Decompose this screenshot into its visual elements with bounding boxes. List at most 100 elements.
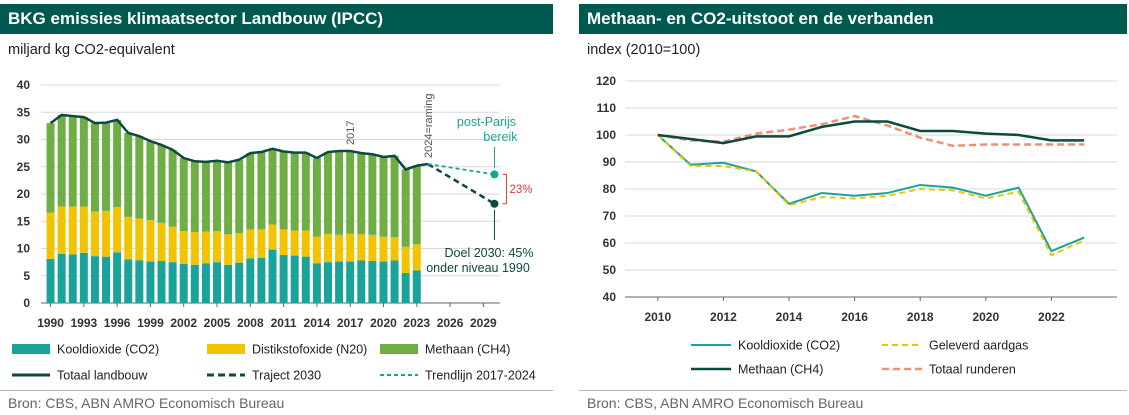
x-tick-label: 2014 <box>304 316 331 330</box>
annotation-bereik: bereik <box>483 130 518 144</box>
annotation-goal-line1: Doel 2030: 45% <box>445 246 534 260</box>
bar-ch4 <box>235 159 244 234</box>
bar-n2o <box>390 237 399 261</box>
bar-n2o <box>335 234 344 262</box>
bar-n2o <box>290 230 299 256</box>
x-tick-label: 1996 <box>104 316 131 330</box>
x-tick-label: 2002 <box>170 316 197 330</box>
bar-n2o <box>268 224 277 250</box>
bar-co2 <box>412 270 421 303</box>
bar-n2o <box>213 231 222 263</box>
bar-n2o <box>412 244 421 271</box>
bar-n2o <box>257 229 266 258</box>
legend-swatch <box>12 344 50 354</box>
annotation-goal-line2: onder niveau 1990 <box>426 261 530 275</box>
bar-co2 <box>213 262 222 303</box>
bar-co2 <box>113 252 122 303</box>
series-line-traject-2030 <box>427 162 496 205</box>
bar-n2o <box>357 234 366 261</box>
bar-ch4 <box>412 165 421 245</box>
bar-ch4 <box>168 149 177 227</box>
legend-label: Totaal runderen <box>929 363 1016 377</box>
bar-n2o <box>146 220 155 262</box>
y-tick-label: 30 <box>17 133 31 147</box>
bar-ch4 <box>146 141 155 221</box>
bar-co2 <box>401 273 410 303</box>
x-tick-label: 2008 <box>237 316 264 330</box>
series-line-kooldioxide <box>657 134 1085 253</box>
y-tick-label: 70 <box>603 209 617 223</box>
y-tick-label: 20 <box>17 187 31 201</box>
x-tick-label: 2014 <box>776 310 803 324</box>
x-tick-label: 2011 <box>271 316 297 330</box>
right-chart-title: Methaan- en CO2-uitstoot en de verbanden <box>579 4 1127 34</box>
left-chart-source: Bron: CBS, ABN AMRO Economisch Bureau <box>8 395 285 411</box>
bar-co2 <box>124 259 133 303</box>
bar-ch4 <box>346 150 355 234</box>
bar-co2 <box>390 260 399 303</box>
legend-label: Traject 2030 <box>252 369 321 383</box>
bar-co2 <box>190 264 199 303</box>
x-tick-label: 2029 <box>470 316 497 330</box>
bar-ch4 <box>157 144 166 223</box>
bar-co2 <box>235 262 244 303</box>
bar-co2 <box>146 261 155 303</box>
bar-co2 <box>379 261 388 303</box>
bar-ch4 <box>323 152 332 234</box>
legend-swatch <box>380 344 418 354</box>
bar-co2 <box>257 257 266 303</box>
bar-n2o <box>379 236 388 262</box>
bar-co2 <box>301 256 310 303</box>
bar-n2o <box>157 222 166 262</box>
bar-ch4 <box>401 169 410 247</box>
legend-label: Methaan (CH4) <box>738 363 823 377</box>
bar-n2o <box>57 206 66 254</box>
left-chart-unit: miljard kg CO2-equivalent <box>8 42 175 58</box>
y-tick-label: 100 <box>596 128 616 142</box>
x-tick-label: 2012 <box>710 310 737 324</box>
bar-ch4 <box>190 161 199 233</box>
bar-ch4 <box>301 152 310 231</box>
right-chart-unit: index (2010=100) <box>587 42 701 58</box>
annotation-gap-23: 23% <box>509 184 532 196</box>
series-line-trendlijn <box>427 163 495 176</box>
y-tick-label: 0 <box>23 296 30 310</box>
annotation-2017: 2017 <box>345 120 357 144</box>
bar-co2 <box>346 261 355 303</box>
series-line-totaal-runderen <box>657 114 1085 148</box>
annotation-post-parijs: post-Parijs <box>457 115 516 129</box>
bar-ch4 <box>201 161 210 232</box>
bar-n2o <box>102 210 111 257</box>
bar-n2o <box>401 246 410 274</box>
legend-swatch <box>207 344 245 354</box>
bar-ch4 <box>224 162 233 235</box>
bar-co2 <box>312 263 321 303</box>
bar-n2o <box>90 211 99 257</box>
bar-ch4 <box>312 158 321 237</box>
x-tick-label: 2017 <box>337 316 364 330</box>
bar-n2o <box>368 234 377 262</box>
right-source-divider <box>579 390 1127 391</box>
x-tick-label: 2020 <box>972 310 999 324</box>
bar-n2o <box>168 226 177 263</box>
y-tick-label: 60 <box>603 236 617 250</box>
bar-ch4 <box>357 153 366 235</box>
bar-ch4 <box>335 150 344 235</box>
bar-n2o <box>323 233 332 263</box>
bar-n2o <box>113 207 122 253</box>
series-line-totaal-landbouw <box>49 113 429 171</box>
y-tick-label: 50 <box>603 263 617 277</box>
x-tick-label: 1990 <box>37 316 64 330</box>
bar-n2o <box>246 229 255 259</box>
bar-co2 <box>290 255 299 303</box>
bar-ch4 <box>213 160 222 232</box>
bar-ch4 <box>268 148 277 225</box>
bar-co2 <box>57 253 66 303</box>
bar-n2o <box>124 216 133 260</box>
x-tick-label: 2026 <box>437 316 464 330</box>
x-tick-label: 2016 <box>841 310 868 324</box>
x-tick-label: 2023 <box>403 316 430 330</box>
legend-label: Distikstofoxide (N20) <box>252 343 367 357</box>
series-line-geleverd-aardgas <box>657 134 1085 257</box>
bar-ch4 <box>124 132 133 217</box>
